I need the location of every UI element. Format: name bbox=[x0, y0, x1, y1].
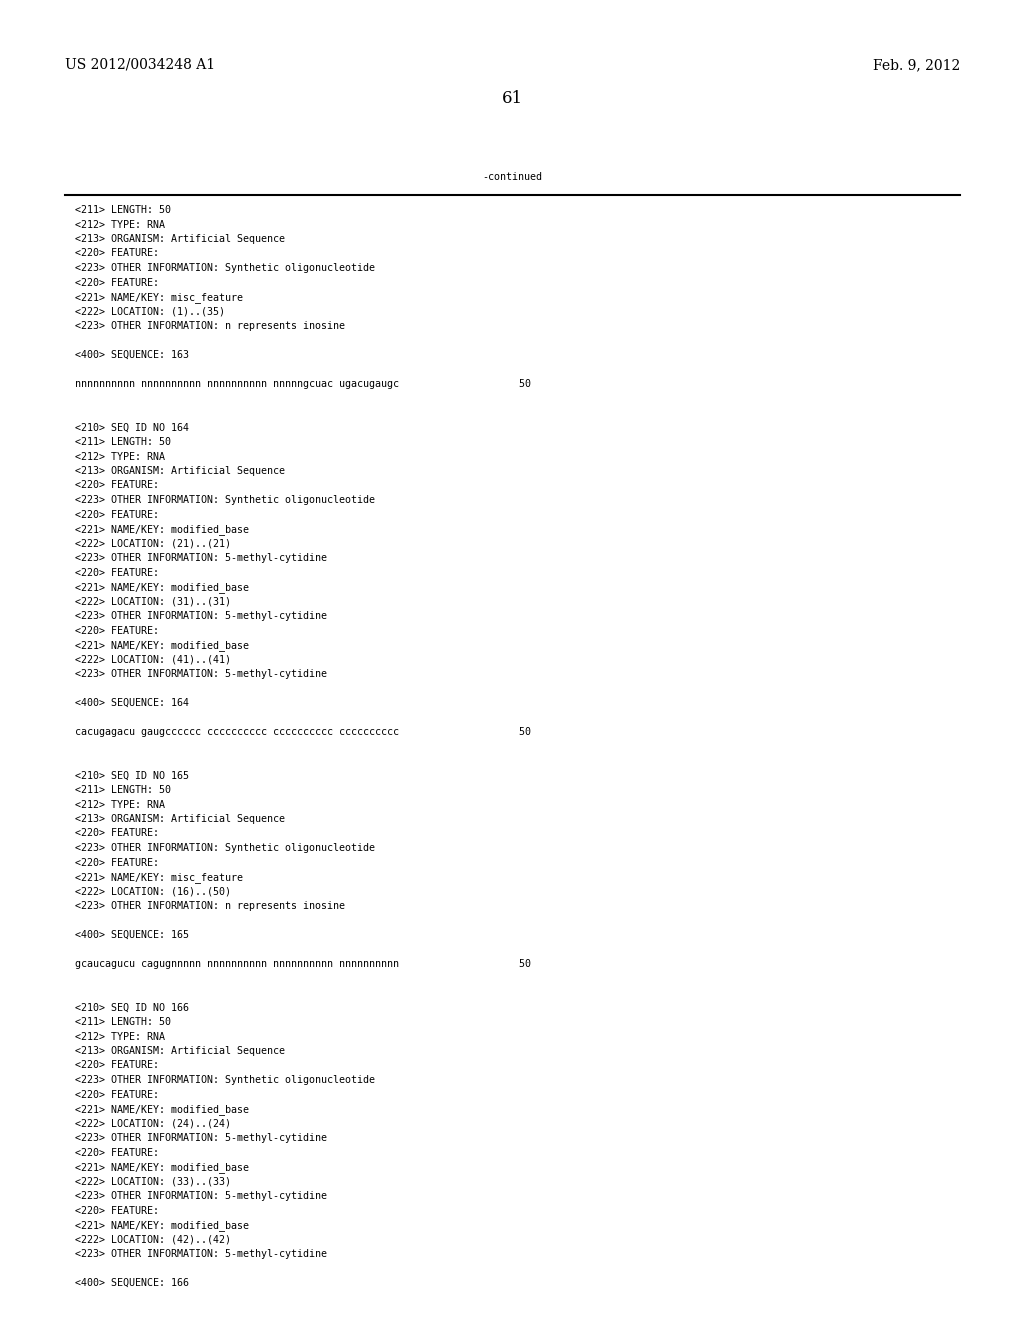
Text: <223> OTHER INFORMATION: Synthetic oligonucleotide: <223> OTHER INFORMATION: Synthetic oligo… bbox=[75, 495, 375, 506]
Text: <210> SEQ ID NO 164: <210> SEQ ID NO 164 bbox=[75, 422, 189, 433]
Text: <220> FEATURE:: <220> FEATURE: bbox=[75, 626, 159, 635]
Text: <211> LENGTH: 50: <211> LENGTH: 50 bbox=[75, 205, 171, 215]
Text: <222> LOCATION: (16)..(50): <222> LOCATION: (16)..(50) bbox=[75, 887, 231, 896]
Text: <223> OTHER INFORMATION: 5-methyl-cytidine: <223> OTHER INFORMATION: 5-methyl-cytidi… bbox=[75, 553, 327, 564]
Text: <221> NAME/KEY: modified_base: <221> NAME/KEY: modified_base bbox=[75, 1220, 249, 1232]
Text: <223> OTHER INFORMATION: Synthetic oligonucleotide: <223> OTHER INFORMATION: Synthetic oligo… bbox=[75, 843, 375, 853]
Text: <400> SEQUENCE: 164: <400> SEQUENCE: 164 bbox=[75, 698, 189, 708]
Text: <213> ORGANISM: Artificial Sequence: <213> ORGANISM: Artificial Sequence bbox=[75, 234, 285, 244]
Text: <210> SEQ ID NO 166: <210> SEQ ID NO 166 bbox=[75, 1002, 189, 1012]
Text: <220> FEATURE:: <220> FEATURE: bbox=[75, 480, 159, 491]
Text: <400> SEQUENCE: 166: <400> SEQUENCE: 166 bbox=[75, 1278, 189, 1288]
Text: <220> FEATURE:: <220> FEATURE: bbox=[75, 858, 159, 867]
Text: <223> OTHER INFORMATION: 5-methyl-cytidine: <223> OTHER INFORMATION: 5-methyl-cytidi… bbox=[75, 669, 327, 678]
Text: <222> LOCATION: (42)..(42): <222> LOCATION: (42)..(42) bbox=[75, 1234, 231, 1245]
Text: <221> NAME/KEY: modified_base: <221> NAME/KEY: modified_base bbox=[75, 640, 249, 651]
Text: <212> TYPE: RNA: <212> TYPE: RNA bbox=[75, 219, 165, 230]
Text: <220> FEATURE:: <220> FEATURE: bbox=[75, 248, 159, 259]
Text: <212> TYPE: RNA: <212> TYPE: RNA bbox=[75, 1031, 165, 1041]
Text: <223> OTHER INFORMATION: Synthetic oligonucleotide: <223> OTHER INFORMATION: Synthetic oligo… bbox=[75, 1074, 375, 1085]
Text: <220> FEATURE:: <220> FEATURE: bbox=[75, 568, 159, 578]
Text: <221> NAME/KEY: modified_base: <221> NAME/KEY: modified_base bbox=[75, 1104, 249, 1115]
Text: <222> LOCATION: (1)..(35): <222> LOCATION: (1)..(35) bbox=[75, 306, 225, 317]
Text: <210> SEQ ID NO 165: <210> SEQ ID NO 165 bbox=[75, 771, 189, 780]
Text: <400> SEQUENCE: 163: <400> SEQUENCE: 163 bbox=[75, 350, 189, 360]
Text: 61: 61 bbox=[502, 90, 522, 107]
Text: <223> OTHER INFORMATION: n represents inosine: <223> OTHER INFORMATION: n represents in… bbox=[75, 902, 345, 911]
Text: <220> FEATURE:: <220> FEATURE: bbox=[75, 829, 159, 838]
Text: <220> FEATURE:: <220> FEATURE: bbox=[75, 1060, 159, 1071]
Text: <212> TYPE: RNA: <212> TYPE: RNA bbox=[75, 800, 165, 809]
Text: <220> FEATURE:: <220> FEATURE: bbox=[75, 277, 159, 288]
Text: gcaucagucu cagugnnnnn nnnnnnnnnn nnnnnnnnnn nnnnnnnnnn                    50: gcaucagucu cagugnnnnn nnnnnnnnnn nnnnnnn… bbox=[75, 960, 531, 969]
Text: <212> TYPE: RNA: <212> TYPE: RNA bbox=[75, 451, 165, 462]
Text: <223> OTHER INFORMATION: 5-methyl-cytidine: <223> OTHER INFORMATION: 5-methyl-cytidi… bbox=[75, 1191, 327, 1201]
Text: <222> LOCATION: (24)..(24): <222> LOCATION: (24)..(24) bbox=[75, 1118, 231, 1129]
Text: cacugagacu gaugcccccc cccccccccc cccccccccc cccccccccc                    50: cacugagacu gaugcccccc cccccccccc ccccccc… bbox=[75, 727, 531, 737]
Text: <221> NAME/KEY: modified_base: <221> NAME/KEY: modified_base bbox=[75, 582, 249, 593]
Text: Feb. 9, 2012: Feb. 9, 2012 bbox=[872, 58, 961, 73]
Text: <222> LOCATION: (31)..(31): <222> LOCATION: (31)..(31) bbox=[75, 597, 231, 606]
Text: <223> OTHER INFORMATION: 5-methyl-cytidine: <223> OTHER INFORMATION: 5-methyl-cytidi… bbox=[75, 1249, 327, 1259]
Text: <222> LOCATION: (21)..(21): <222> LOCATION: (21)..(21) bbox=[75, 539, 231, 549]
Text: <220> FEATURE:: <220> FEATURE: bbox=[75, 510, 159, 520]
Text: <220> FEATURE:: <220> FEATURE: bbox=[75, 1147, 159, 1158]
Text: <220> FEATURE:: <220> FEATURE: bbox=[75, 1205, 159, 1216]
Text: <223> OTHER INFORMATION: Synthetic oligonucleotide: <223> OTHER INFORMATION: Synthetic oligo… bbox=[75, 263, 375, 273]
Text: -continued: -continued bbox=[482, 172, 542, 182]
Text: <400> SEQUENCE: 165: <400> SEQUENCE: 165 bbox=[75, 931, 189, 940]
Text: <223> OTHER INFORMATION: n represents inosine: <223> OTHER INFORMATION: n represents in… bbox=[75, 321, 345, 331]
Text: <221> NAME/KEY: misc_feature: <221> NAME/KEY: misc_feature bbox=[75, 873, 243, 883]
Text: <220> FEATURE:: <220> FEATURE: bbox=[75, 1089, 159, 1100]
Text: nnnnnnnnnn nnnnnnnnnn nnnnnnnnnn nnnnngcuac ugacugaugc                    50: nnnnnnnnnn nnnnnnnnnn nnnnnnnnnn nnnnngc… bbox=[75, 379, 531, 389]
Text: <222> LOCATION: (41)..(41): <222> LOCATION: (41)..(41) bbox=[75, 655, 231, 664]
Text: <213> ORGANISM: Artificial Sequence: <213> ORGANISM: Artificial Sequence bbox=[75, 1045, 285, 1056]
Text: <223> OTHER INFORMATION: 5-methyl-cytidine: <223> OTHER INFORMATION: 5-methyl-cytidi… bbox=[75, 1133, 327, 1143]
Text: <221> NAME/KEY: misc_feature: <221> NAME/KEY: misc_feature bbox=[75, 292, 243, 302]
Text: <221> NAME/KEY: modified_base: <221> NAME/KEY: modified_base bbox=[75, 1162, 249, 1173]
Text: <213> ORGANISM: Artificial Sequence: <213> ORGANISM: Artificial Sequence bbox=[75, 814, 285, 824]
Text: <211> LENGTH: 50: <211> LENGTH: 50 bbox=[75, 437, 171, 447]
Text: <222> LOCATION: (33)..(33): <222> LOCATION: (33)..(33) bbox=[75, 1176, 231, 1187]
Text: <211> LENGTH: 50: <211> LENGTH: 50 bbox=[75, 1016, 171, 1027]
Text: <213> ORGANISM: Artificial Sequence: <213> ORGANISM: Artificial Sequence bbox=[75, 466, 285, 477]
Text: <223> OTHER INFORMATION: 5-methyl-cytidine: <223> OTHER INFORMATION: 5-methyl-cytidi… bbox=[75, 611, 327, 620]
Text: <221> NAME/KEY: modified_base: <221> NAME/KEY: modified_base bbox=[75, 524, 249, 535]
Text: <211> LENGTH: 50: <211> LENGTH: 50 bbox=[75, 785, 171, 795]
Text: US 2012/0034248 A1: US 2012/0034248 A1 bbox=[65, 58, 215, 73]
